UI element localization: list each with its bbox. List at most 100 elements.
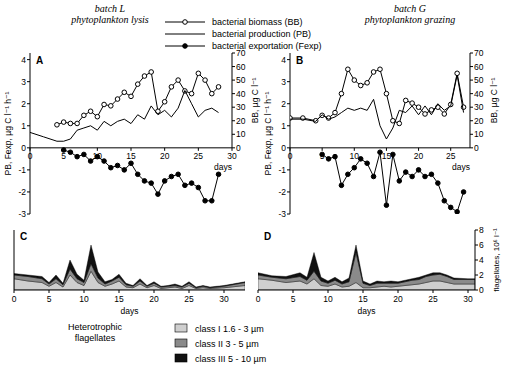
x-tick [14, 290, 15, 293]
x-tick [433, 290, 434, 293]
y2-tick-label: 0 [474, 143, 479, 153]
marker [346, 67, 351, 72]
y2-tick [470, 120, 473, 121]
y-tick [475, 275, 478, 276]
panel: C051015202530days [12, 230, 245, 316]
y2-tick-label: 10 [474, 129, 484, 139]
x-tick [224, 290, 225, 293]
y-tick-label: -2 [278, 187, 286, 197]
marker [352, 78, 357, 83]
marker [403, 98, 408, 103]
marker [196, 185, 201, 190]
y-tick-label: 0 [479, 285, 484, 295]
y-tick-label: 6 [479, 240, 484, 250]
marker [203, 78, 208, 83]
legend: bacterial biomass (BB)bacterial producti… [165, 17, 322, 51]
y2-tick [232, 93, 235, 94]
y-tick-label: 2 [21, 99, 26, 109]
marker [189, 181, 194, 186]
subtitle: phytoplankton grazing [364, 14, 455, 25]
plot-area [290, 67, 466, 214]
y-tick [287, 169, 290, 170]
plot-area [14, 245, 245, 290]
x-tick-label: 30 [219, 294, 229, 304]
x-tick-label: 20 [149, 294, 159, 304]
x-tick [189, 290, 190, 293]
y-tick [287, 191, 290, 192]
y-tick [475, 245, 478, 246]
y2-tick-label: 30 [236, 102, 246, 112]
marker [416, 105, 421, 110]
marker [436, 181, 441, 186]
marker [183, 44, 188, 49]
y-tick-label: 2 [479, 270, 484, 280]
legend-line [165, 34, 205, 35]
marker [384, 203, 389, 208]
marker [358, 83, 363, 88]
marker [365, 81, 370, 86]
marker [358, 157, 363, 162]
marker [61, 148, 66, 153]
x-tick [468, 290, 469, 293]
marker [429, 172, 434, 177]
marker [339, 91, 344, 96]
y-tick-label: 3 [21, 77, 26, 87]
x-tick-label: 30 [227, 151, 237, 161]
marker [455, 209, 460, 214]
y-tick [475, 260, 478, 261]
x-tick-label: 0 [288, 151, 293, 161]
x-tick-label: 20 [160, 151, 170, 161]
y-tick-label: -1 [278, 165, 286, 175]
x-tick-label: 30 [463, 294, 473, 304]
x-tick [258, 290, 259, 293]
x-tick [84, 290, 85, 293]
marker [122, 168, 127, 173]
y2-tick [470, 53, 473, 54]
y2-tick [232, 80, 235, 81]
panel-letter: A [36, 55, 43, 66]
marker [176, 78, 181, 83]
legend-label: bacterial production (PB) [212, 29, 311, 39]
y-tick-label: 4 [479, 255, 484, 265]
y-tick-label: 1 [21, 121, 26, 131]
y2-tick [470, 80, 473, 81]
title: batch G [394, 3, 426, 14]
x-tick [49, 290, 50, 293]
marker [442, 112, 447, 117]
y2-tick-label: 0 [236, 143, 241, 153]
marker [455, 71, 460, 76]
x-axis [258, 290, 475, 291]
legend-swatch [175, 339, 187, 347]
legend-label: class II 3 - 5 µm [195, 339, 259, 349]
x-tick-label: 5 [47, 294, 52, 304]
legend-title: flagellates [75, 333, 116, 343]
marker [68, 150, 73, 155]
y2-tick-label: 30 [474, 102, 484, 112]
marker [95, 114, 100, 119]
marker [176, 172, 181, 177]
y-axis-label: PB, Fexp, µg C l⁻¹ h⁻¹ [3, 91, 13, 175]
x-tick-label: 15 [114, 294, 124, 304]
marker [196, 71, 201, 76]
marker [384, 91, 389, 96]
y-tick-label: 0 [281, 143, 286, 153]
y-tick [287, 125, 290, 126]
y2-axis-label: BB, µg C l⁻¹ [250, 77, 260, 123]
y-axis-label: flagellates, 10⁶ l⁻¹ [492, 228, 501, 292]
y2-tick [470, 93, 473, 94]
marker [142, 74, 147, 79]
x-tick-label: 0 [256, 294, 261, 304]
x-tick-label: 20 [414, 151, 424, 161]
marker [210, 198, 215, 203]
x-tick-label: 15 [126, 151, 136, 161]
marker [403, 170, 408, 175]
area [14, 245, 245, 288]
marker [135, 172, 140, 177]
x-tick-label: 5 [291, 294, 296, 304]
y-tick [27, 81, 30, 82]
x-tick-label: 0 [12, 294, 17, 304]
y-tick-label: -2 [18, 187, 26, 197]
marker [203, 198, 208, 203]
marker [61, 120, 66, 125]
y-tick [27, 103, 30, 104]
